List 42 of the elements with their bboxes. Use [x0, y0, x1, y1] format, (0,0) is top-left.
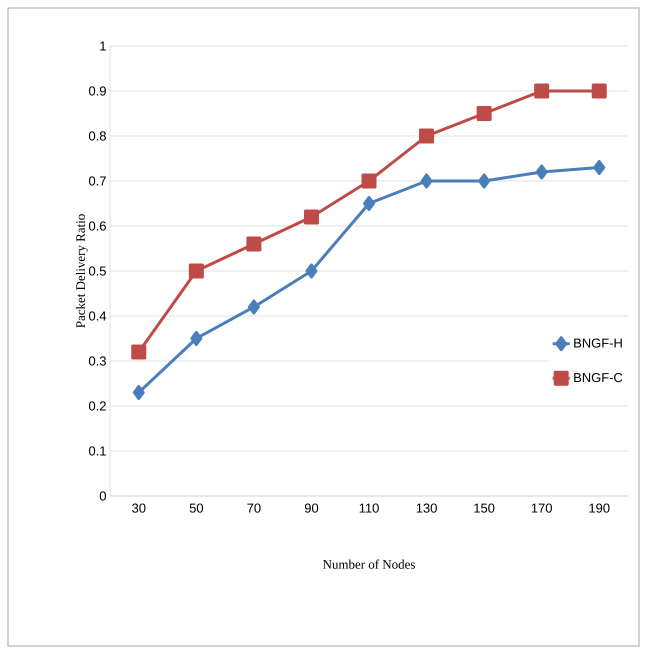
y-tick-label: 0.7	[88, 176, 106, 186]
y-tick-label: 1	[100, 42, 106, 50]
point	[362, 173, 376, 188]
x-tick-label: 190	[589, 504, 610, 513]
x-tick-label: 90	[304, 504, 318, 513]
y-tick-label: 0.6	[88, 221, 106, 231]
point	[188, 263, 204, 278]
x-tick-label: 70	[247, 504, 261, 513]
point	[132, 384, 145, 400]
y-tick-label: 0.1	[88, 446, 106, 456]
point	[304, 209, 319, 224]
point	[534, 83, 550, 98]
legend-label: BNGF-H	[574, 338, 622, 348]
point	[476, 106, 492, 121]
x-tick-label: 30	[132, 504, 146, 513]
point	[420, 173, 433, 188]
point	[536, 164, 548, 180]
x-tick-label: 50	[190, 504, 204, 513]
point	[246, 236, 262, 252]
point	[305, 263, 318, 278]
point	[478, 173, 490, 188]
point	[419, 128, 434, 144]
y-tick-label: 0	[100, 491, 106, 501]
y-tick-label: 0.4	[88, 311, 106, 321]
y-axis-title: Packet Delivery Ratio	[76, 214, 88, 328]
y-tick-label: 0.8	[88, 131, 106, 141]
x-tick-label: 150	[474, 504, 494, 513]
point	[593, 160, 606, 175]
y-tick-label: 0.9	[88, 86, 106, 96]
point	[592, 83, 607, 98]
y-tick-label: 0.5	[88, 266, 106, 276]
x-axis-title: Number of Nodes	[322, 560, 415, 569]
y-tick-label: 0.2	[88, 401, 106, 411]
point	[190, 330, 202, 346]
point	[131, 344, 146, 360]
x-tick-label: 170	[532, 504, 552, 513]
x-tick-label: 130	[416, 504, 437, 513]
x-tick-label: 110	[360, 504, 379, 513]
y-tick-label: 0.3	[88, 356, 106, 366]
point	[363, 196, 375, 211]
legend-label: BNGF-C	[574, 372, 622, 382]
point	[248, 299, 260, 314]
